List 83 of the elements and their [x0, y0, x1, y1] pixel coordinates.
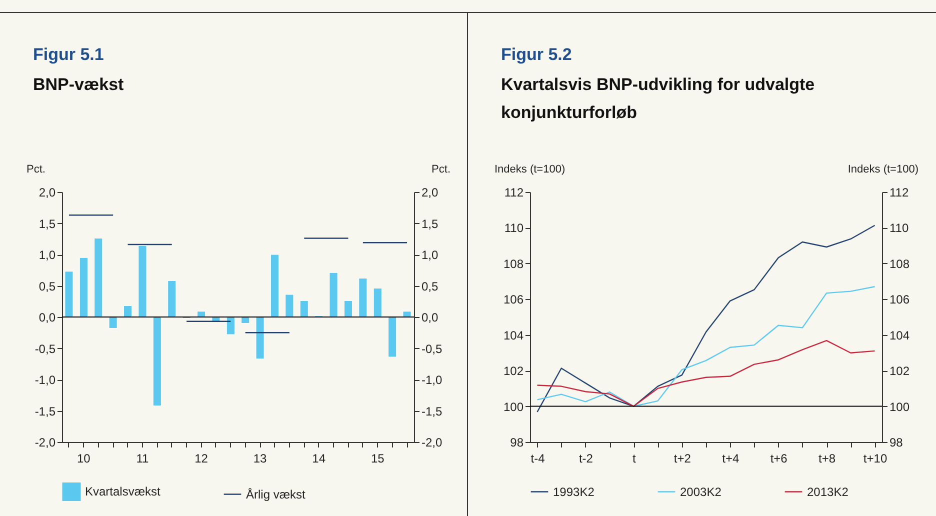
legend-label: 1993K2 [553, 484, 595, 499]
x-tick-label: 12 [194, 452, 208, 466]
bar [300, 300, 308, 318]
y2-tick-label: 102 [890, 364, 910, 378]
x-tick-label: 15 [370, 452, 385, 466]
y-tick-label: 1,5 [38, 216, 56, 231]
y2-axis-title: Indeks (t=100) [848, 164, 918, 176]
y2-tick-label: -2,0 [422, 436, 443, 450]
bar [329, 272, 338, 318]
chart-subtitle: BNP-vækst [33, 74, 125, 96]
x-tick-label: t+4 [722, 452, 740, 466]
y-tick-label: 104 [503, 328, 524, 342]
y2-tick-label: 98 [890, 436, 904, 450]
y2-tick-label: 110 [890, 221, 909, 236]
y-tick-label: 2,0 [38, 186, 56, 200]
y-tick-label: -1,5 [34, 404, 56, 418]
bar [226, 316, 235, 335]
y2-tick-label: 2,0 [422, 186, 439, 200]
y-tick-label: 112 [504, 186, 524, 200]
bar [108, 316, 118, 328]
bar [388, 316, 397, 358]
legend-label: Kvartalsvækst [85, 484, 162, 499]
bar [94, 238, 103, 318]
x-tick-label: 10 [77, 452, 91, 466]
line-series [536, 286, 876, 407]
chart-title: Figur 5.2 [501, 44, 573, 66]
y-tick-label: 108 [503, 256, 524, 271]
x-tick-label: 14 [312, 452, 326, 466]
y-tick-label: 110 [504, 221, 524, 236]
y2-axis-title: Pct. [432, 164, 450, 176]
y2-tick-label: 104 [890, 328, 910, 342]
y2-tick-label: 0,5 [422, 279, 439, 294]
chart-title: Figur 5.1 [33, 44, 105, 66]
bar [64, 271, 74, 318]
y-tick-label: 102 [503, 364, 524, 378]
y2-tick-label: 0,0 [422, 310, 439, 324]
x-tick-label: t+10 [863, 452, 888, 466]
chart-subtitle: Kvartalsvis BNP-udvikling for udvalgte konjunkturforløb [501, 74, 816, 124]
y2-tick-label: 1,0 [422, 248, 439, 262]
x-tick-label: t+8 [818, 452, 836, 466]
bar [123, 306, 132, 318]
y-tick-label: 0,0 [38, 310, 56, 324]
y2-tick-label: 106 [890, 292, 910, 307]
bar [358, 278, 368, 318]
y-axis-title: Indeks (t=100) [494, 164, 566, 176]
x-tick-label: 13 [253, 452, 268, 466]
y2-tick-label: -1,5 [422, 404, 443, 418]
x-tick-label: t [632, 452, 636, 466]
x-tick-label: t+6 [770, 452, 788, 466]
y-axis-title: Pct. [26, 164, 46, 176]
bar [373, 288, 382, 318]
y-tick-label: -0,5 [34, 342, 56, 356]
legend-label: Årlig vækst [246, 487, 306, 502]
bar [168, 280, 176, 318]
y-tick-label: 0,5 [38, 279, 56, 294]
x-tick-label: t+2 [674, 452, 692, 466]
y2-tick-label: -0,5 [422, 342, 443, 356]
x-tick-label: 11 [136, 452, 150, 466]
line-series [536, 224, 876, 413]
y2-tick-label: -1,0 [422, 373, 443, 387]
y2-tick-label: 108 [890, 256, 910, 271]
bar [138, 246, 147, 318]
bar [79, 257, 88, 318]
x-tick-label: t-4 [530, 452, 546, 466]
x-tick-label: t-2 [578, 452, 594, 466]
y-tick-label: -2,0 [34, 436, 56, 450]
y-tick-label: -1,0 [34, 373, 56, 387]
bar [344, 300, 353, 318]
y-tick-label: 100 [503, 400, 524, 414]
bar [270, 254, 280, 318]
y-tick-label: 1,0 [38, 248, 56, 262]
line-series [536, 340, 876, 407]
bar [285, 294, 294, 318]
y-tick-label: 98 [510, 436, 524, 450]
bar [152, 316, 162, 406]
legend-label: 2013K2 [807, 484, 849, 499]
y-tick-label: 106 [503, 292, 524, 307]
legend-label: 2003K2 [680, 484, 722, 499]
y2-tick-label: 112 [890, 186, 909, 200]
bar [256, 316, 264, 360]
y2-tick-label: 100 [890, 400, 910, 414]
y2-tick-label: 1,5 [422, 216, 439, 231]
bar [402, 311, 412, 318]
